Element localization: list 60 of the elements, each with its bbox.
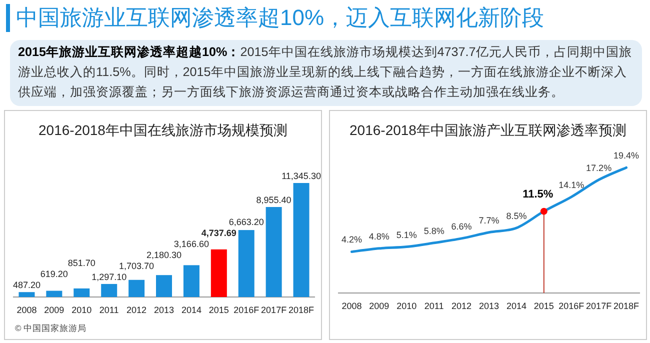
x-tick-label: 2010 xyxy=(72,305,92,315)
data-label: 487.20 xyxy=(12,280,40,290)
data-label: 11,345.30 xyxy=(282,171,321,181)
bar xyxy=(293,183,310,297)
data-label: 2,180.30 xyxy=(146,250,182,260)
x-tick-label: 2014 xyxy=(181,305,202,315)
x-tick-label: 2015 xyxy=(208,305,229,315)
data-label: 14.1% xyxy=(558,180,584,190)
bar xyxy=(210,249,227,297)
data-label: 1,703.70 xyxy=(119,260,154,271)
bar xyxy=(128,280,145,297)
data-label: 6,663.20 xyxy=(228,216,264,227)
data-label: 4.2% xyxy=(341,234,362,245)
x-tick-label: 2017F xyxy=(586,301,612,311)
x-tick-label: 2009 xyxy=(369,301,390,311)
bar xyxy=(74,288,90,297)
bar xyxy=(266,207,282,297)
bar xyxy=(156,275,172,297)
bar xyxy=(101,284,118,297)
x-tick-label: 2008 xyxy=(16,305,37,315)
x-tick-label: 2017F xyxy=(261,305,288,315)
bar xyxy=(183,265,200,297)
data-label: 5.8% xyxy=(424,226,444,236)
text: 中国旅游业互联网渗透率超10%，迈入互联网化新阶段 xyxy=(6,4,544,32)
x-tick-label: 2010 xyxy=(396,301,417,311)
chart-title: 2016-2018年中国在线旅游市场规模预测 xyxy=(38,122,288,138)
x-tick-label: 2015 xyxy=(534,301,554,311)
data-label: 851.70 xyxy=(68,258,96,268)
x-tick-label: 2013 xyxy=(478,301,500,311)
x-tick-label: 2016F xyxy=(558,301,585,311)
data-label: 17.2% xyxy=(586,162,612,173)
data-label: 7.7% xyxy=(478,215,500,226)
x-tick-label: 2016F xyxy=(234,305,260,315)
data-label: 8,955.40 xyxy=(256,195,292,206)
data-label: 5.1% xyxy=(396,230,417,240)
data-label: 6.6% xyxy=(451,221,472,232)
text: 2015年旅游业互联网渗透率超越10%：2015年中国在线旅游市场规模达到4737.7亿元人民币，占同期中国旅游业总收入的11.5%。同时，2015年中国旅游业呈现新的线上线下融合趋势，一方面在线旅游企业不断深入供应端，加强资源覆盖；另一方面线下旅游资源运营商通过资本或战略合作主动加强在线业务。 xyxy=(10,40,642,106)
x-tick-label: 2012 xyxy=(126,305,147,315)
text: © 中国国家旅游局 xyxy=(15,323,87,333)
data-label: 619.20 xyxy=(40,269,68,280)
data-label: 19.4% xyxy=(614,150,640,161)
x-tick-label: 2009 xyxy=(44,305,64,315)
bar xyxy=(238,230,254,297)
data-label: 11.5% xyxy=(522,188,554,200)
data-label: 4,737.69 xyxy=(201,228,236,238)
data-label: 8.5% xyxy=(506,210,527,221)
bar xyxy=(46,290,62,297)
data-label: 4.8% xyxy=(368,231,390,242)
bar xyxy=(18,292,35,297)
x-tick-label: 2018F xyxy=(614,301,640,311)
x-tick-label: 2014 xyxy=(506,301,526,311)
x-tick-label: 2011 xyxy=(99,305,119,315)
data-label: 1,297.10 xyxy=(92,272,127,282)
x-tick-label: 2012 xyxy=(452,301,472,311)
x-tick-label: 2011 xyxy=(424,301,444,311)
x-tick-label: 2018F xyxy=(288,305,315,315)
x-tick-label: 2013 xyxy=(154,305,174,315)
chart-title: 2016-2018年中国旅游产业互联网渗透率预测 xyxy=(350,122,626,138)
x-tick-label: 2008 xyxy=(342,301,362,311)
data-label: 3,166.60 xyxy=(174,238,209,249)
